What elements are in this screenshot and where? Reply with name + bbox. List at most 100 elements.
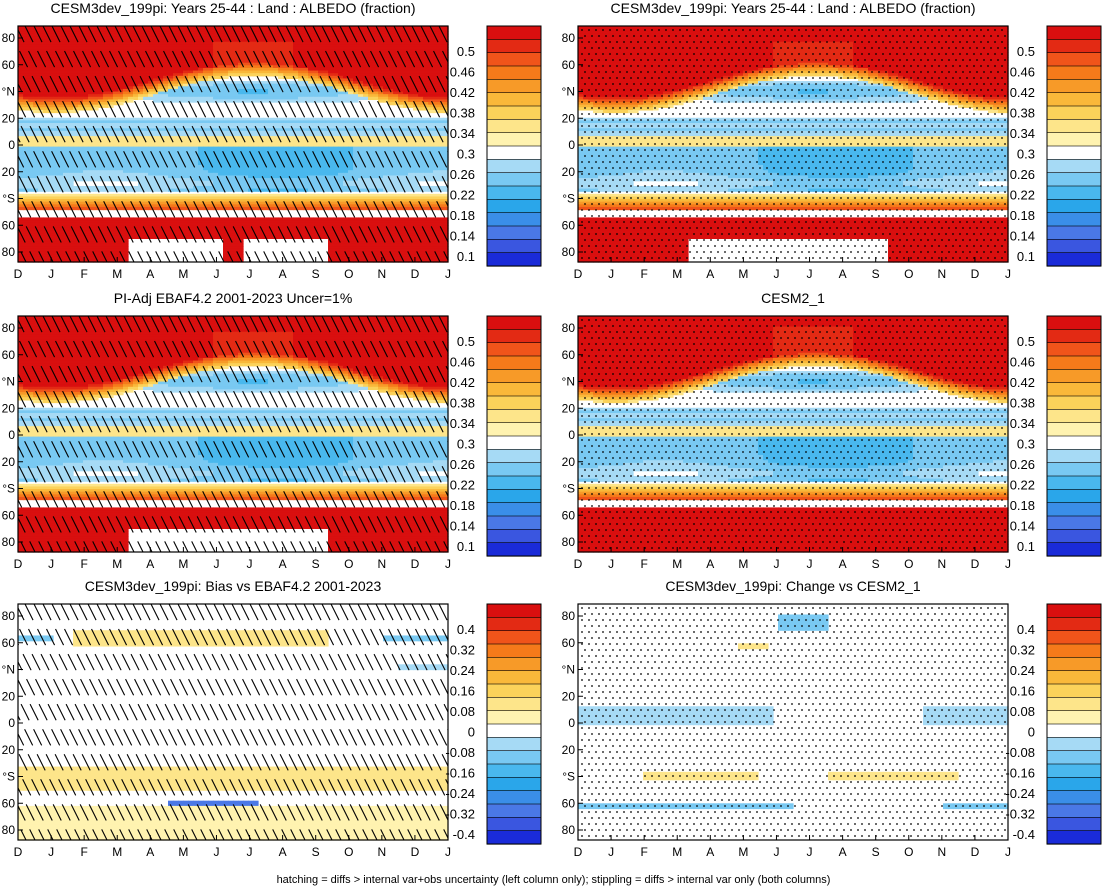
heatmap-cell [368, 78, 374, 82]
heatmap-cell [268, 81, 274, 85]
heatmap-cell [108, 44, 114, 48]
heatmap-cell [333, 62, 339, 66]
heatmap-cell [398, 73, 404, 77]
heatmap-cell [418, 49, 424, 53]
heatmap-cell [193, 46, 199, 51]
heatmap-cell [73, 120, 79, 124]
heatmap-cell [78, 125, 84, 129]
heatmap-cell [413, 94, 419, 98]
heatmap-cell [53, 144, 59, 148]
heatmap-cell [358, 136, 364, 140]
heatmap-cell [433, 28, 439, 32]
heatmap-cell [308, 33, 314, 38]
heatmap-cell [213, 170, 219, 174]
heatmap-cell [353, 75, 359, 80]
heatmap-cell [88, 130, 94, 135]
heatmap-cell [313, 193, 319, 198]
heatmap-cell [438, 94, 444, 98]
heatmap-cell [288, 144, 294, 148]
heatmap-cell [393, 164, 399, 169]
heatmap-cell [28, 149, 34, 153]
heatmap-cell [163, 193, 169, 198]
heatmap-cell [188, 141, 194, 145]
heatmap-cell [408, 81, 414, 85]
heatmap-cell [203, 136, 209, 140]
heatmap-cell [278, 81, 284, 85]
heatmap-cell [98, 36, 104, 40]
heatmap-cell [118, 33, 124, 38]
heatmap-cell [33, 96, 39, 101]
heatmap-cell [193, 39, 199, 43]
heatmap-cell [333, 157, 339, 161]
heatmap-cell [198, 91, 204, 95]
heatmap-cell [323, 164, 329, 169]
heatmap-cell [23, 149, 29, 153]
heatmap-cell [213, 164, 219, 169]
heatmap-cell [328, 128, 334, 132]
heatmap-cell [413, 123, 419, 127]
heatmap-cell [243, 167, 249, 171]
heatmap-cell [218, 28, 224, 32]
heatmap-cell [403, 26, 409, 30]
heatmap-cell [358, 26, 364, 30]
heatmap-cell [378, 49, 384, 53]
heatmap-cell [338, 54, 344, 59]
heatmap-cell [213, 141, 219, 145]
heatmap-cell [363, 167, 369, 171]
heatmap-cell [408, 86, 414, 90]
heatmap-cell [308, 123, 314, 127]
heatmap-cell [428, 144, 434, 148]
heatmap-cell [363, 144, 369, 148]
heatmap-cell [383, 57, 389, 61]
heatmap-cell [203, 28, 209, 32]
heatmap-cell [343, 91, 349, 95]
heatmap-cell [188, 96, 194, 101]
heatmap-cell [238, 94, 244, 98]
heatmap-cell [443, 159, 449, 163]
heatmap-cell [183, 62, 189, 66]
heatmap-cell [363, 146, 369, 150]
heatmap-cell [138, 81, 144, 85]
heatmap-cell [83, 141, 89, 145]
heatmap-cell [118, 167, 124, 171]
heatmap-cell [173, 125, 179, 129]
heatmap-cell [293, 99, 299, 103]
heatmap-cell [203, 157, 209, 161]
heatmap-cell [313, 180, 319, 184]
heatmap-cell [133, 49, 139, 53]
heatmap-cell [168, 41, 174, 45]
heatmap-cell [288, 141, 294, 145]
heatmap-cell [373, 62, 379, 66]
heatmap-cell [393, 57, 399, 61]
heatmap-cell [188, 78, 194, 82]
heatmap-cell [83, 188, 89, 192]
heatmap-cell [73, 83, 79, 87]
heatmap-cell [183, 128, 189, 132]
heatmap-cell [293, 117, 299, 121]
heatmap-cell [393, 128, 399, 132]
heatmap-cell [53, 128, 59, 132]
heatmap-cell [223, 167, 229, 171]
heatmap-cell [323, 193, 329, 198]
heatmap-cell [213, 67, 219, 72]
heatmap-cell [88, 170, 94, 174]
heatmap-cell [308, 141, 314, 145]
heatmap-cell [428, 128, 434, 132]
heatmap-cell [133, 46, 139, 51]
heatmap-cell [433, 83, 439, 87]
heatmap-cell [273, 99, 279, 103]
heatmap-cell [103, 144, 109, 148]
heatmap-cell [63, 154, 69, 158]
heatmap-cell [133, 41, 139, 45]
heatmap-cell [83, 94, 89, 98]
heatmap-cell [293, 31, 299, 35]
heatmap-cell [418, 65, 424, 69]
heatmap-cell [63, 136, 69, 140]
heatmap-cell [338, 88, 344, 93]
heatmap-cell [188, 185, 194, 190]
heatmap-cell [163, 172, 169, 177]
heatmap-cell [303, 178, 309, 182]
heatmap-cell [283, 88, 289, 93]
heatmap-cell [273, 133, 279, 137]
heatmap-cell [113, 78, 119, 82]
